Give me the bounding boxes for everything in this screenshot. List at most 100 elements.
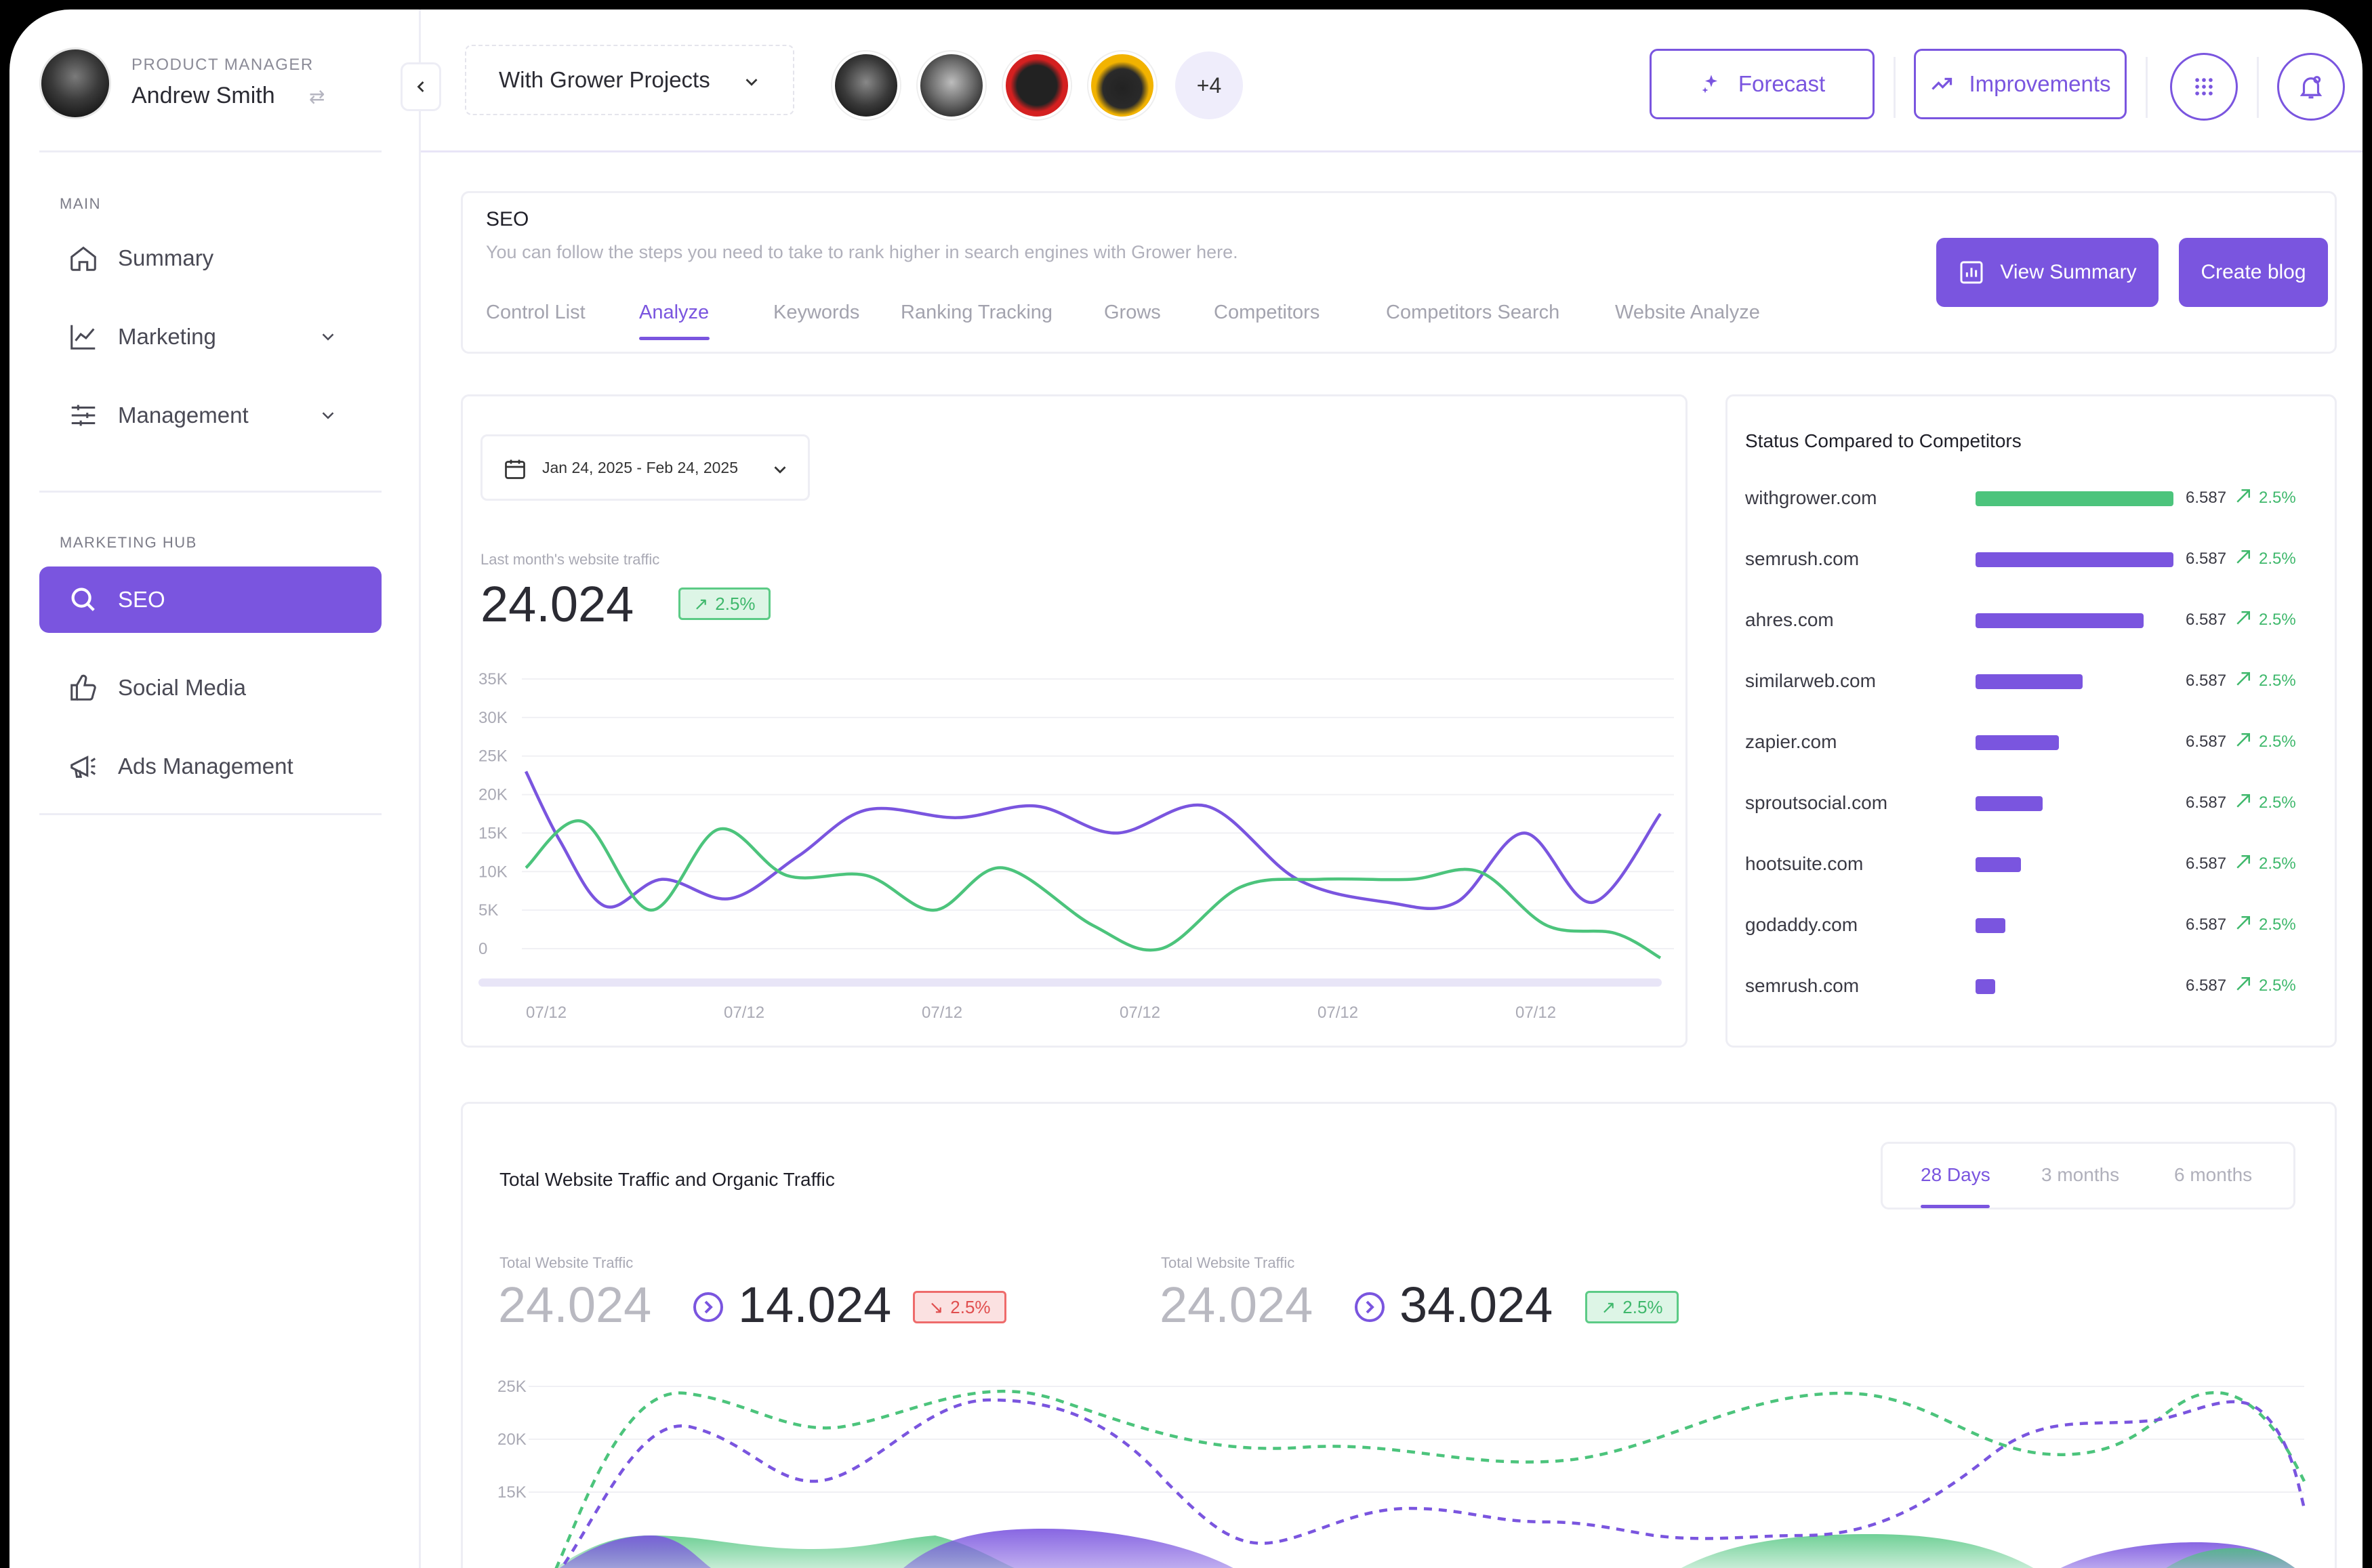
competitor-value: 6.587	[2186, 733, 2227, 751]
range-tab-3-months[interactable]: 3 months	[2041, 1164, 2120, 1185]
tab-control-list[interactable]: Control List	[486, 302, 586, 323]
x-tick-label: 07/12	[1515, 1004, 1556, 1022]
thumbs-up-icon	[70, 674, 96, 701]
x-tick-label: 07/12	[526, 1004, 567, 1022]
traffic-value: 24.024	[480, 576, 634, 632]
project-dropdown[interactable]: With Grower Projects	[465, 45, 794, 115]
organic-dashed-line	[554, 1390, 2306, 1568]
competitor-bar	[1976, 613, 2144, 628]
sidebar-item-label: Management	[118, 403, 249, 428]
competitor-row[interactable]: withgrower.com 6.587 2.5%	[1745, 484, 2308, 512]
competitor-bar	[1976, 796, 2043, 811]
improvements-button[interactable]: Improvements	[1914, 49, 2127, 119]
competitor-row[interactable]: semrush.com 6.587 2.5%	[1745, 545, 2308, 573]
competitor-value: 6.587	[2186, 672, 2227, 690]
trend-up-icon	[2236, 672, 2250, 686]
search-icon	[71, 587, 95, 611]
trend-up-icon	[2236, 977, 2250, 991]
date-range-picker[interactable]: Jan 24, 2025 - Feb 24, 2025	[480, 434, 810, 501]
competitor-pct: 2.5%	[2259, 976, 2296, 995]
competitors-card: Status Compared to Competitors withgrowe…	[1725, 394, 2337, 1048]
view-summary-button[interactable]: View Summary	[1936, 238, 2159, 307]
right-metric-label: Total Website Traffic	[1161, 1254, 1295, 1271]
traffic-line-chart: 35K 30K 25K 20K 15K 10K 5K 0 07/12 07/12 07/12 07/1…	[478, 670, 1674, 1022]
tab-competitors-search[interactable]: Competitors Search	[1386, 302, 1560, 323]
sidebar-item-management[interactable]: Management	[39, 382, 382, 449]
range-tab-6-months[interactable]: 6 months	[2174, 1164, 2253, 1185]
x-tick-label: 07/12	[724, 1004, 764, 1022]
arrow-right-circle-icon	[693, 1292, 723, 1322]
sidebar-item-marketing[interactable]: Marketing	[39, 304, 382, 370]
divider	[2257, 57, 2259, 118]
competitor-name: semrush.com	[1745, 548, 1860, 569]
tab-keywords[interactable]: Keywords	[773, 302, 860, 323]
scrollbar-track	[478, 978, 1662, 987]
user-profile[interactable]: PRODUCT MANAGER Andrew Smith ⇄	[39, 41, 392, 122]
create-blog-label: Create blog	[2201, 261, 2306, 283]
sidebar-item-social-media[interactable]: Social Media	[39, 655, 382, 721]
tab-ranking-tracking[interactable]: Ranking Tracking	[901, 302, 1053, 323]
chevron-down-icon	[322, 333, 334, 341]
divider	[2146, 57, 2148, 118]
competitor-row[interactable]: sproutsocial.com 6.587 2.5%	[1745, 789, 2308, 817]
traffic-chart-card: Jan 24, 2025 - Feb 24, 2025 Last month's…	[461, 394, 1688, 1048]
competitor-row[interactable]: ahres.com 6.587 2.5%	[1745, 606, 2308, 634]
forecast-button[interactable]: Forecast	[1650, 49, 1875, 119]
right-metric-from: 24.024	[1160, 1277, 1313, 1333]
home-icon	[70, 246, 96, 271]
competitor-pct: 2.5%	[2259, 793, 2296, 812]
competitor-row[interactable]: similarweb.com 6.587 2.5%	[1745, 667, 2308, 695]
sidebar-item-seo[interactable]: SEO	[39, 566, 382, 633]
competitor-row[interactable]: godaddy.com 6.587 2.5%	[1745, 911, 2308, 938]
sidebar-item-ads-management[interactable]: Ads Management	[39, 733, 382, 800]
range-tab-28-days[interactable]: 28 Days	[1921, 1164, 1990, 1185]
trend-up-icon	[2236, 855, 2250, 869]
competitor-bar	[1976, 552, 2173, 567]
competitor-pct: 2.5%	[2259, 854, 2296, 873]
tab-analyze[interactable]: Analyze	[639, 302, 710, 323]
trend-up-icon	[2236, 611, 2250, 625]
competitor-value: 6.587	[2186, 489, 2227, 507]
switch-account-icon[interactable]: ⇄	[309, 86, 325, 107]
competitor-row[interactable]: zapier.com 6.587 2.5%	[1745, 728, 2308, 756]
competitor-pct: 2.5%	[2259, 733, 2296, 751]
tab-competitors[interactable]: Competitors	[1214, 302, 1320, 323]
team-avatar[interactable]	[918, 51, 985, 119]
y-tick-label: 35K	[478, 670, 508, 688]
competitor-value: 6.587	[2186, 550, 2227, 568]
tab-website-analyze[interactable]: Website Analyze	[1615, 302, 1760, 323]
left-metric-label: Total Website Traffic	[499, 1254, 634, 1271]
trend-badge-value: 2.5%	[950, 1296, 991, 1317]
apps-button[interactable]	[2170, 53, 2238, 121]
sidebar-item-summary[interactable]: Summary	[39, 225, 382, 291]
megaphone-icon	[70, 756, 96, 778]
sliders-icon	[71, 405, 96, 426]
trend-badge: ↗ 2.5%	[1585, 1291, 1679, 1323]
notifications-button[interactable]	[2277, 53, 2345, 121]
trending-up-icon	[1931, 77, 1952, 90]
topbar-divider	[421, 150, 2363, 152]
y-tick-label: 20K	[497, 1430, 527, 1449]
create-blog-button[interactable]: Create blog	[2179, 238, 2328, 307]
competitor-value: 6.587	[2186, 854, 2227, 873]
trend-up-icon	[2236, 733, 2250, 747]
profile-name: Andrew Smith	[131, 83, 275, 108]
tab-grows[interactable]: Grows	[1104, 302, 1161, 323]
trend-down-icon: ↘	[928, 1296, 944, 1317]
profile-role: PRODUCT MANAGER	[131, 56, 314, 74]
traffic-area	[903, 1529, 1233, 1568]
y-tick-label: 15K	[497, 1483, 527, 1502]
y-tick-label: 25K	[497, 1378, 527, 1396]
more-members-button[interactable]: +4	[1175, 51, 1243, 119]
team-avatar[interactable]	[1088, 51, 1156, 119]
team-avatar[interactable]	[832, 51, 900, 119]
competitor-bar	[1976, 735, 2059, 750]
divider	[39, 491, 382, 493]
chart-line-icon	[70, 325, 96, 350]
competitor-pct: 2.5%	[2259, 489, 2296, 507]
collapse-sidebar-button[interactable]	[401, 62, 441, 111]
x-tick-label: 07/12	[922, 1004, 962, 1022]
competitor-row[interactable]: semrush.com 6.587 2.5%	[1745, 972, 2308, 999]
team-avatar[interactable]	[1003, 51, 1071, 119]
competitor-row[interactable]: hootsuite.com 6.587 2.5%	[1745, 850, 2308, 878]
